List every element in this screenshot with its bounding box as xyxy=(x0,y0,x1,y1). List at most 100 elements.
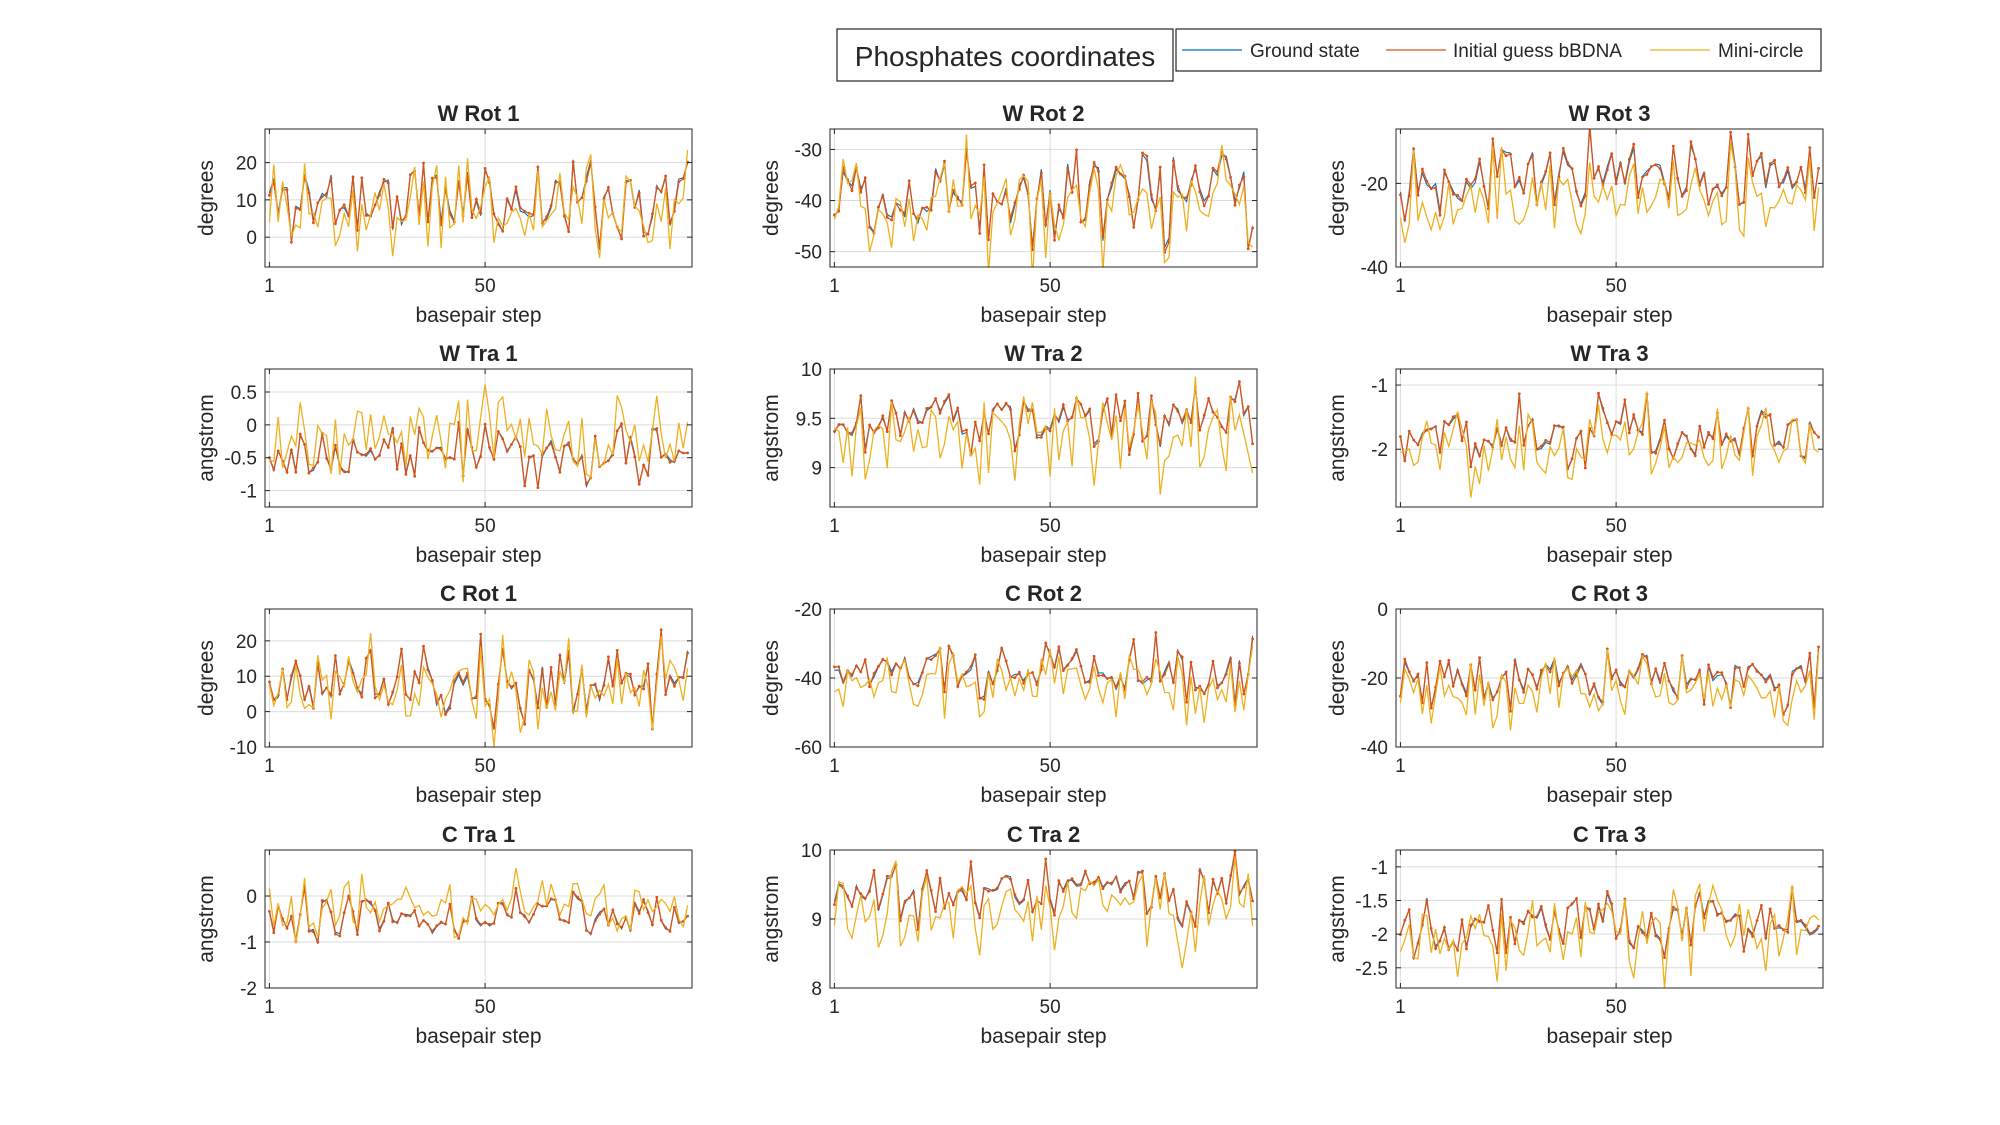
data-point xyxy=(1817,167,1820,170)
data-point xyxy=(642,463,645,467)
data-point xyxy=(943,690,946,694)
data-point xyxy=(872,868,876,872)
y-axis-label: degrees xyxy=(1326,640,1349,716)
series-line-mini-circle xyxy=(1400,391,1819,498)
data-point xyxy=(1544,923,1548,927)
data-point xyxy=(325,192,328,196)
data-point xyxy=(1039,171,1043,175)
data-point xyxy=(1751,662,1754,666)
data-point xyxy=(1768,162,1772,166)
data-point xyxy=(978,232,982,235)
data-point xyxy=(615,429,619,433)
data-point xyxy=(1733,914,1737,918)
data-point xyxy=(1522,443,1526,447)
data-point xyxy=(364,453,368,456)
data-point xyxy=(338,208,342,212)
data-point xyxy=(369,900,372,904)
data-point xyxy=(545,215,549,219)
data-point xyxy=(1172,403,1175,407)
data-point xyxy=(1079,220,1083,224)
data-point xyxy=(1509,152,1512,156)
data-point xyxy=(1619,421,1622,424)
data-point xyxy=(633,902,637,906)
data-point xyxy=(404,693,408,696)
y-tick-label: 10 xyxy=(801,841,822,862)
data-point xyxy=(1619,683,1622,687)
data-point xyxy=(386,446,390,449)
data-point xyxy=(1154,874,1158,878)
x-tick-label: 50 xyxy=(1606,516,1627,537)
data-point xyxy=(877,907,880,910)
x-tick-label: 1 xyxy=(829,756,840,777)
data-point xyxy=(1557,684,1561,687)
data-point xyxy=(1553,203,1556,207)
legend-label-initial-guess: Initial guess bBDNA xyxy=(1453,41,1622,62)
data-point xyxy=(360,453,364,457)
y-tick-label: -60 xyxy=(795,738,822,759)
subplot-w-tra-3: 1 50 -2 -1 W Tra 3 basepair step angstrom xyxy=(1326,341,1824,567)
data-point xyxy=(1588,692,1592,696)
data-point xyxy=(1119,419,1122,423)
data-point xyxy=(1693,157,1697,161)
series-line-initial-guess-bbdna xyxy=(833,851,1254,930)
data-point xyxy=(400,647,403,651)
data-point xyxy=(1198,190,1202,194)
data-point xyxy=(1513,942,1517,946)
series-line-initial-guess-bbdna xyxy=(268,161,689,248)
y-axis-label: degrees xyxy=(1326,160,1349,236)
y-tick-label: -40 xyxy=(1361,738,1388,759)
data-point xyxy=(1429,427,1433,431)
data-point xyxy=(978,439,982,443)
data-point xyxy=(637,482,641,486)
data-point xyxy=(991,682,995,686)
data-point xyxy=(1786,930,1790,934)
data-point xyxy=(347,470,350,474)
data-point xyxy=(1004,659,1008,663)
data-point xyxy=(430,929,434,933)
data-point xyxy=(395,675,399,679)
data-point xyxy=(1465,694,1468,698)
data-point xyxy=(1185,700,1188,704)
data-point xyxy=(877,426,880,430)
data-point xyxy=(1539,668,1543,672)
data-point xyxy=(1676,442,1680,446)
data-point xyxy=(576,895,579,899)
data-point xyxy=(934,910,937,913)
data-point xyxy=(342,203,346,207)
data-point xyxy=(1654,163,1658,167)
data-point xyxy=(567,441,571,445)
data-point xyxy=(1438,213,1442,217)
data-point xyxy=(659,455,663,459)
data-point xyxy=(668,460,672,464)
data-point xyxy=(885,216,889,219)
data-point xyxy=(1566,161,1570,165)
data-point xyxy=(501,229,505,233)
data-point xyxy=(646,232,650,236)
data-point xyxy=(1755,425,1759,428)
data-point xyxy=(1632,946,1636,950)
data-point xyxy=(1491,698,1495,702)
data-point xyxy=(607,186,610,189)
data-point xyxy=(1088,407,1092,411)
data-point xyxy=(1114,876,1118,879)
data-point xyxy=(1513,440,1517,444)
data-point xyxy=(1229,657,1232,661)
data-point xyxy=(1048,429,1052,433)
data-point xyxy=(943,399,946,403)
subplot-w-tra-1: 1 50 -1 -0.5 0 0.5 W Tra 1 basepair step angstro… xyxy=(195,341,693,567)
data-point xyxy=(1451,684,1455,688)
data-point xyxy=(1570,457,1574,460)
data-point xyxy=(1202,204,1206,208)
data-point xyxy=(1676,176,1680,180)
data-point xyxy=(426,923,430,926)
suptitle-box xyxy=(836,28,1174,82)
data-point xyxy=(885,874,889,878)
x-axis-label: basepair step xyxy=(1546,544,1672,567)
suptitle: Phosphates coordinates xyxy=(855,41,1155,72)
data-point xyxy=(1641,653,1644,656)
data-point xyxy=(1185,900,1188,903)
subplot-w-rot-1: 1 50 0 10 20 W Rot 1 basepair step degrees xyxy=(195,101,693,327)
data-point xyxy=(1105,881,1109,884)
data-point xyxy=(1403,459,1407,463)
data-point xyxy=(527,455,531,459)
